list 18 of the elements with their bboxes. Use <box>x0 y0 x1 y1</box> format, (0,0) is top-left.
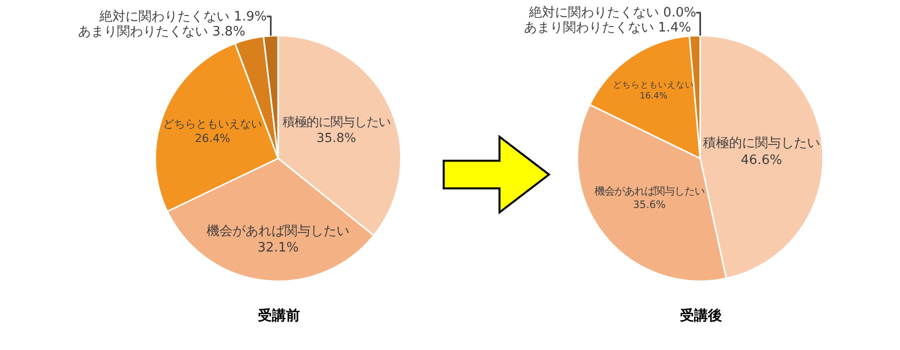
slice-label: 積極的に関与したい <box>282 114 390 129</box>
slice-label: あまり関わりたくない 3.8% <box>78 24 246 40</box>
data-label: 32.1% <box>257 240 299 256</box>
slice-label: あまり関わりたくない 1.4% <box>524 20 692 36</box>
data-label: 46.6% <box>740 152 782 168</box>
slice-label: 機会があれば関与したい <box>594 185 704 198</box>
slice-label: どちらともいえない <box>163 118 262 131</box>
slice-label: 積極的に関与したい <box>702 136 820 151</box>
slice-label: 絶対に関わりたくない 1.9% <box>98 8 267 24</box>
data-label: 16.4% <box>640 92 668 102</box>
text: 受講前 <box>257 307 300 324</box>
category-label: 絶対に関わりたくない 0.0% <box>529 6 696 21</box>
text: 受講後 <box>679 307 722 324</box>
data-label: 26.4% <box>194 132 230 146</box>
data-label: 35.6% <box>633 198 666 211</box>
slice-label: どちらともいえない <box>613 80 694 90</box>
data-label: 35.8% <box>316 130 356 146</box>
slice-label: 機会があれば関与したい <box>206 224 350 239</box>
